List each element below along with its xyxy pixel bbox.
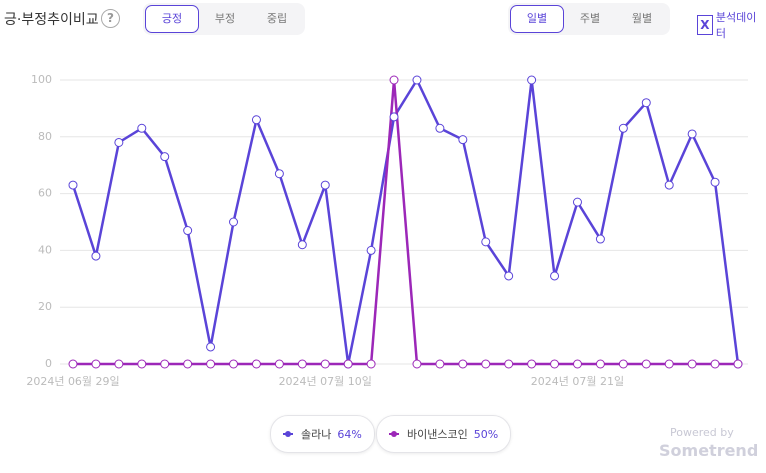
data-point	[664, 359, 674, 369]
y-tick-label: 40	[38, 243, 52, 256]
legend-swatch	[389, 431, 399, 437]
excel-icon: X	[697, 15, 713, 35]
data-point	[389, 112, 399, 122]
data-point	[527, 359, 537, 369]
y-tick-label: 20	[38, 300, 52, 313]
legend-item[interactable]: 솔라나 64%	[270, 415, 375, 453]
data-point	[137, 123, 147, 133]
data-point	[412, 75, 422, 85]
data-point	[389, 75, 399, 85]
data-point	[229, 359, 239, 369]
data-point	[320, 180, 330, 190]
data-point	[160, 152, 170, 162]
data-point	[687, 359, 697, 369]
title: 긍·부정추이비교	[4, 12, 99, 28]
data-point	[572, 359, 582, 369]
tab[interactable]: 중립	[266, 12, 288, 25]
data-point	[320, 359, 330, 369]
y-tick-label: 80	[38, 130, 52, 143]
data-point	[550, 271, 560, 281]
data-point	[710, 177, 720, 187]
data-point	[618, 123, 628, 133]
export-button[interactable]: X 분석데이터	[697, 9, 766, 41]
data-point	[595, 359, 605, 369]
tab[interactable]: 긍정	[145, 5, 199, 33]
x-tick-label: 2024년 07월 21일	[531, 374, 624, 388]
data-point	[68, 359, 78, 369]
data-point	[229, 217, 239, 227]
powered-by: Powered by	[670, 426, 734, 439]
data-point	[366, 359, 376, 369]
export-label: 분석데이터	[715, 11, 757, 40]
tab[interactable]: 주별	[579, 12, 601, 25]
tab[interactable]: 월별	[631, 12, 653, 25]
data-point	[91, 359, 101, 369]
help-icon[interactable]: ?	[101, 9, 120, 28]
y-tick-label: 0	[45, 357, 52, 370]
y-tick-label: 100	[31, 73, 52, 86]
data-point	[572, 197, 582, 207]
data-point	[114, 137, 124, 147]
x-tick-label: 2024년 06월 29일	[26, 374, 119, 388]
data-point	[68, 180, 78, 190]
data-point	[206, 359, 216, 369]
data-point	[274, 169, 284, 179]
series-line	[71, 78, 740, 366]
data-point	[274, 359, 284, 369]
legend-share: 50%	[473, 427, 499, 441]
legend-item[interactable]: 바이낸스코인 50%	[376, 415, 512, 453]
brand: Sometrend	[659, 441, 759, 460]
data-point	[550, 359, 560, 369]
data-point	[618, 359, 628, 369]
data-point	[641, 98, 651, 108]
data-point	[504, 271, 514, 281]
data-point	[458, 359, 468, 369]
data-point	[366, 245, 376, 255]
data-point	[481, 237, 491, 247]
chart: 0 20 40 60 80 100 2024년 06월 29일 2024년 07월 10일 20…	[26, 73, 748, 388]
data-point	[297, 240, 307, 250]
tab[interactable]: 일별	[510, 5, 564, 33]
data-point	[687, 129, 697, 139]
series-line	[73, 78, 738, 366]
sentiment-tabs: 긍정 부정 중립	[143, 3, 305, 35]
data-point	[160, 359, 170, 369]
legend-share: 64%	[337, 427, 362, 441]
period-tabs: 일별 주별 월별	[508, 3, 670, 35]
data-point	[527, 75, 537, 85]
data-point	[137, 359, 147, 369]
tab[interactable]: 부정	[214, 12, 236, 25]
legend-name: 바이낸스코인	[407, 428, 468, 441]
data-point	[412, 359, 422, 369]
data-point	[251, 359, 261, 369]
data-point	[435, 123, 445, 133]
data-point	[710, 359, 720, 369]
legend-swatch	[283, 431, 293, 437]
data-point	[183, 359, 193, 369]
data-point	[114, 359, 124, 369]
data-point	[343, 359, 353, 369]
data-point	[183, 226, 193, 236]
data-point	[206, 342, 216, 352]
data-point	[251, 115, 261, 125]
data-point	[297, 359, 307, 369]
y-tick-label: 60	[38, 187, 52, 200]
data-point	[595, 234, 605, 244]
data-point	[664, 180, 674, 190]
x-tick-label: 2024년 07월 10일	[279, 374, 372, 388]
data-point	[435, 359, 445, 369]
data-point	[481, 359, 491, 369]
legend-name: 솔라나	[301, 428, 332, 441]
data-point	[504, 359, 514, 369]
data-point	[733, 359, 743, 369]
data-point	[458, 135, 468, 145]
data-point	[91, 251, 101, 261]
data-point	[641, 359, 651, 369]
